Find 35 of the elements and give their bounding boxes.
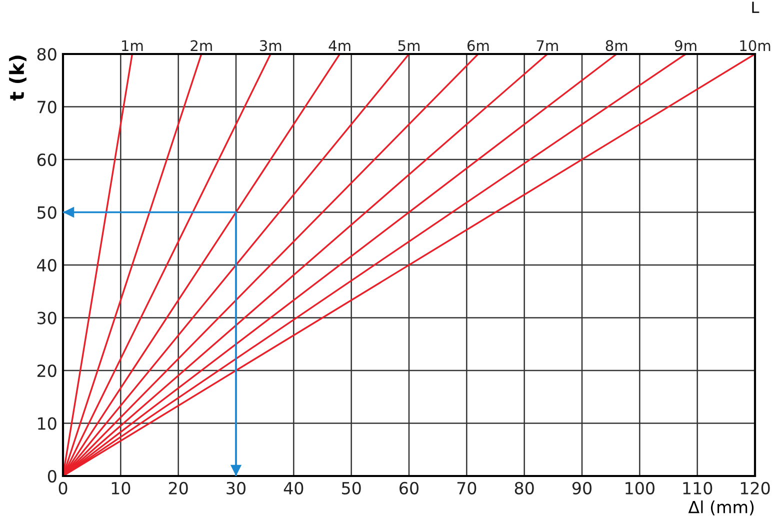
y-tick-label: 10 [38, 417, 56, 430]
x-tick-label: 30 [226, 482, 246, 494]
y-tick-label: 40 [37, 258, 56, 272]
y-tick-label: 60 [37, 153, 56, 166]
x-tick-label: 50 [342, 482, 361, 494]
y-tick-label: 20 [37, 364, 56, 378]
y-tick-label: 0 [48, 470, 56, 483]
x-tick-label: 10 [112, 482, 130, 494]
y-tick-label: 50 [38, 206, 56, 219]
series-label: 9m [674, 40, 696, 52]
y-tick-label: 70 [38, 100, 56, 114]
series-label: 3m [260, 40, 282, 52]
y-tick-label: 80 [37, 48, 56, 61]
series-label: 8m [606, 40, 628, 52]
series-label: 7m [536, 40, 558, 51]
series-label: 5m [398, 40, 420, 52]
x-tick-label: 80 [514, 482, 534, 494]
x-tick-label: 120 [740, 482, 770, 494]
x-tick-label: 0 [58, 482, 68, 494]
x-tick-label: 40 [284, 482, 304, 494]
x-tick-label: 90 [572, 482, 592, 494]
y-tick-label: 30 [38, 312, 56, 324]
series-label: 1m [122, 40, 143, 51]
y-axis-title: t (k) [9, 56, 26, 101]
x-tick-label: 100 [626, 482, 654, 494]
legend-title: L [752, 2, 760, 13]
x-tick-label: 20 [168, 482, 188, 494]
x-tick-label: 70 [457, 482, 476, 494]
series-label: 2m [190, 40, 212, 51]
x-tick-label: 60 [400, 482, 418, 494]
series-label: 4m [328, 40, 350, 51]
series-label: 10m [740, 40, 770, 52]
x-axis-title: Δl (mm) [688, 500, 754, 516]
series-label: 6m [467, 40, 489, 52]
x-tick-label: 110 [683, 482, 712, 494]
